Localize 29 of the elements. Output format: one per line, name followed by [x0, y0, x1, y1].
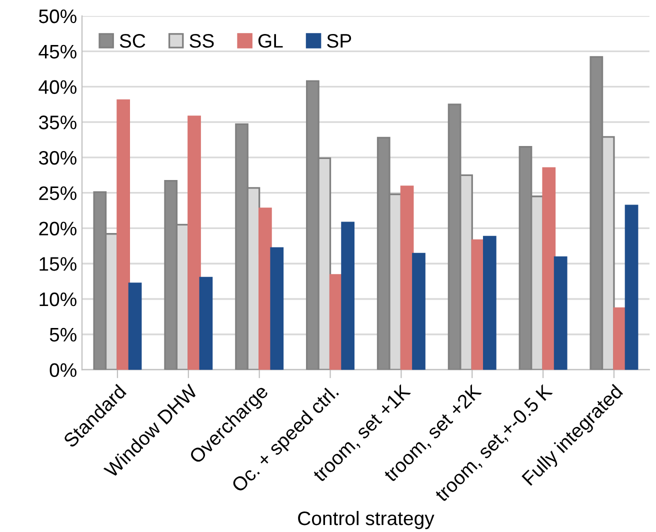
bar: [258, 208, 272, 370]
bar: [482, 236, 496, 370]
bar: [188, 116, 201, 370]
bar: [199, 276, 213, 370]
y-tick-label: 40%: [38, 80, 76, 94]
legend-label: GL: [258, 34, 283, 48]
bar: [270, 247, 284, 370]
bar: [341, 222, 354, 370]
legend-label: SS: [190, 34, 214, 48]
y-tick-label: 10%: [40, 292, 76, 306]
bar: [412, 252, 426, 370]
y-tick-label: 45%: [38, 44, 76, 59]
y-tick-label: 0%: [50, 363, 76, 377]
bar: [116, 99, 130, 370]
y-tick-label: 50%: [39, 9, 76, 24]
x-axis-title: Control strategy: [298, 510, 434, 530]
y-tick-label: 5%: [50, 328, 76, 342]
y-tick-label: 20%: [39, 222, 76, 236]
y-tick-label: 35%: [38, 116, 76, 130]
y-tick-label: 15%: [40, 257, 76, 271]
bar: [624, 204, 638, 370]
legend-label: SP: [327, 34, 352, 48]
legend-label: SC: [120, 34, 146, 48]
y-tick-label: 25%: [39, 186, 76, 200]
bar: [400, 186, 414, 370]
bar: [542, 167, 556, 370]
y-tick-label: 30%: [38, 150, 76, 165]
bar: [128, 282, 142, 370]
bar: [554, 256, 568, 370]
